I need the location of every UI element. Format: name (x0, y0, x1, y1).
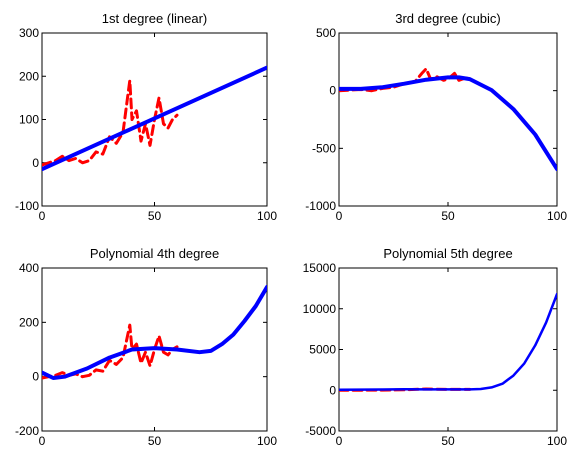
y-tick-label: -200 (15, 424, 39, 438)
y-tick-label: 200 (19, 315, 39, 329)
y-tick-label: 10000 (303, 302, 337, 316)
subplot-2: 3rd degree (cubic) 0 50 100 -1000 -500 0 500 (305, 11, 567, 223)
y-tick-label: 0 (32, 156, 39, 170)
x-tick-label: 100 (547, 434, 567, 448)
y-tick-label: -100 (15, 199, 39, 213)
y-tick-label: 300 (19, 26, 39, 40)
y-tick-label: 400 (19, 261, 39, 275)
subplot-title: Polynomial 4th degree (90, 246, 219, 261)
y-tick-label: 200 (19, 69, 39, 83)
x-tick-label: 100 (257, 434, 277, 448)
x-tick-label: 0 (39, 209, 46, 223)
y-tick-label: 100 (19, 113, 39, 127)
subplot-title: 3rd degree (cubic) (395, 11, 501, 26)
fit-curve-line (42, 65, 267, 172)
x-tick-label: 50 (441, 209, 455, 223)
x-tick-label: 50 (148, 209, 162, 223)
y-tick-label: 0 (32, 370, 39, 384)
x-tick-label: 50 (148, 434, 162, 448)
x-tick-label: 0 (336, 209, 343, 223)
subplot-title: 1st degree (linear) (102, 11, 208, 26)
fit-curve-line (42, 285, 267, 380)
y-tick-label: -5000 (305, 424, 336, 438)
fit-curve-line (339, 75, 557, 172)
y-tick-label: 0 (329, 84, 336, 98)
y-tick-label: 500 (316, 26, 336, 40)
y-tick-label: -1000 (305, 199, 336, 213)
subplot-title: Polynomial 5th degree (383, 246, 512, 261)
y-tick-label: 0 (329, 383, 336, 397)
data-series-dashed-line (42, 79, 179, 167)
x-tick-label: 0 (336, 434, 343, 448)
fit-curve-line (339, 292, 557, 392)
y-tick-label: 5000 (309, 343, 336, 357)
axes-box (338, 267, 558, 432)
y-tick-label: -500 (312, 141, 336, 155)
x-tick-label: 100 (547, 209, 567, 223)
x-tick-label: 50 (441, 434, 455, 448)
x-tick-label: 0 (39, 434, 46, 448)
data-series-dashed-line (339, 67, 472, 93)
x-tick-label: 100 (257, 209, 277, 223)
y-tick-label: 15000 (303, 261, 337, 275)
